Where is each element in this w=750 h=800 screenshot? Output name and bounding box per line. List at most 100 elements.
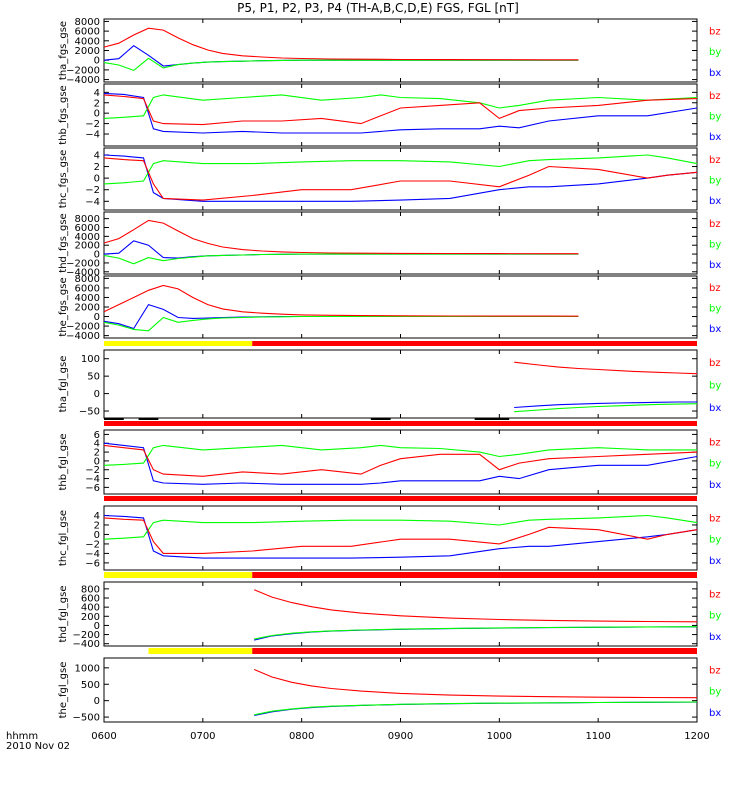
y-tick-label: −2 — [85, 539, 100, 550]
panel-tha_fgl_gse: 100 50 0 −50 tha_fgl_gse bz by bx — [58, 349, 721, 419]
y-tick-label: 0 — [94, 389, 100, 400]
y-tick-label: −4 — [85, 130, 100, 141]
component-label-by: by — [709, 304, 721, 315]
series-by — [103, 154, 698, 185]
x-tick-label: 0900 — [388, 731, 413, 742]
y-tick-label: 0 — [94, 530, 100, 541]
series-bx — [103, 154, 698, 202]
panel-thb_fgs_gse: 420−2−4 thb_fgs_gse bz by bx — [58, 83, 721, 147]
y-tick-label: 2000 — [75, 241, 100, 252]
series-bz — [514, 361, 698, 375]
series-by — [103, 514, 698, 540]
series-bz — [103, 284, 579, 317]
y-tick-label: −50 — [79, 407, 100, 418]
y-tick-label: −2000 — [66, 258, 100, 269]
component-label-bx: bx — [709, 480, 721, 491]
y-tick-label: −4000 — [66, 75, 100, 86]
x-axis-date: 2010 Nov 02 — [6, 741, 70, 752]
panel-frame — [103, 657, 698, 723]
y-tick-label: −400 — [73, 639, 100, 650]
component-label-bz: bz — [709, 438, 721, 449]
series-bz — [103, 444, 698, 477]
y-axis-label: thd_fgl_gse — [58, 586, 69, 643]
y-tick-label: 6000 — [75, 27, 100, 38]
series-bx — [103, 45, 579, 67]
component-label-by: by — [709, 112, 721, 123]
availability-segment — [104, 496, 697, 501]
y-tick-label: 4000 — [75, 232, 100, 243]
component-label-bz: bz — [709, 26, 721, 37]
component-label-bx: bx — [709, 556, 721, 567]
y-tick-label: 6000 — [75, 223, 100, 234]
component-label-bx: bx — [709, 132, 721, 143]
series-by — [103, 94, 698, 119]
y-tick-label: −200 — [73, 630, 100, 641]
y-tick-label: −4 — [85, 474, 100, 485]
y-axis-label: tha_fgs_gse — [58, 21, 69, 80]
y-tick-label: −4 — [85, 197, 100, 208]
availability-bar — [148, 648, 697, 654]
y-tick-label: −6 — [85, 558, 100, 569]
y-tick-label: 4000 — [75, 293, 100, 304]
availability-gap — [138, 418, 159, 420]
component-label-bx: bx — [709, 708, 721, 719]
component-label-bz: bz — [709, 283, 721, 294]
component-label-bz: bz — [709, 91, 721, 102]
availability-segment — [104, 421, 697, 426]
y-tick-label: 600 — [81, 594, 100, 605]
x-tick-label: 0700 — [190, 731, 215, 742]
series-bz — [103, 157, 698, 201]
y-tick-label: 800 — [81, 584, 100, 595]
series-bx — [103, 514, 698, 559]
y-tick-label: −4000 — [66, 267, 100, 278]
y-tick-label: 0 — [94, 621, 100, 632]
y-tick-label: 100 — [81, 354, 100, 365]
y-tick-label: 0 — [94, 56, 100, 67]
series-by — [514, 403, 698, 413]
component-label-bz: bz — [709, 155, 721, 166]
series-bz — [253, 589, 698, 623]
series-bx — [514, 401, 697, 409]
component-label-by: by — [709, 47, 721, 58]
availability-segment — [104, 572, 253, 578]
y-tick-label: 8000 — [75, 17, 100, 28]
component-label-bz: bz — [709, 358, 721, 369]
x-tick-label: 1200 — [684, 731, 709, 742]
y-tick-label: 4 — [94, 88, 100, 99]
availability-segment — [252, 341, 697, 346]
y-tick-label: −4 — [85, 549, 100, 560]
component-label-by: by — [709, 459, 721, 470]
series-bx — [254, 701, 698, 716]
component-label-by: by — [709, 611, 721, 622]
panel-frame — [103, 83, 698, 147]
availability-segment — [252, 648, 697, 654]
panel-frame — [103, 581, 698, 647]
y-tick-label: 0 — [94, 109, 100, 120]
y-tick-label: 2 — [94, 520, 100, 531]
x-tick-label: 1000 — [487, 731, 512, 742]
series-bx — [254, 626, 698, 641]
y-tick-label: 0 — [94, 696, 100, 707]
y-tick-label: 4 — [94, 439, 100, 450]
series-by — [103, 57, 579, 72]
y-tick-label: 4 — [94, 150, 100, 161]
component-label-by: by — [709, 687, 721, 698]
series-by — [254, 626, 698, 640]
chart-title: P5, P1, P2, P3, P4 (TH-A,B,C,D,E) FGS, F… — [237, 1, 519, 15]
series-bx — [103, 92, 698, 134]
y-tick-label: 400 — [81, 603, 100, 614]
panel-frame — [103, 349, 698, 419]
availability-segment — [252, 572, 697, 578]
component-label-bx: bx — [709, 403, 721, 414]
panel-frame — [103, 18, 698, 83]
availability-gap — [370, 418, 391, 420]
series-bx — [103, 240, 579, 259]
component-label-bx: bx — [709, 632, 721, 643]
y-tick-label: 0 — [94, 312, 100, 323]
y-tick-label: 0 — [94, 174, 100, 185]
availability-bar — [104, 496, 697, 501]
y-tick-label: 1000 — [75, 663, 100, 674]
